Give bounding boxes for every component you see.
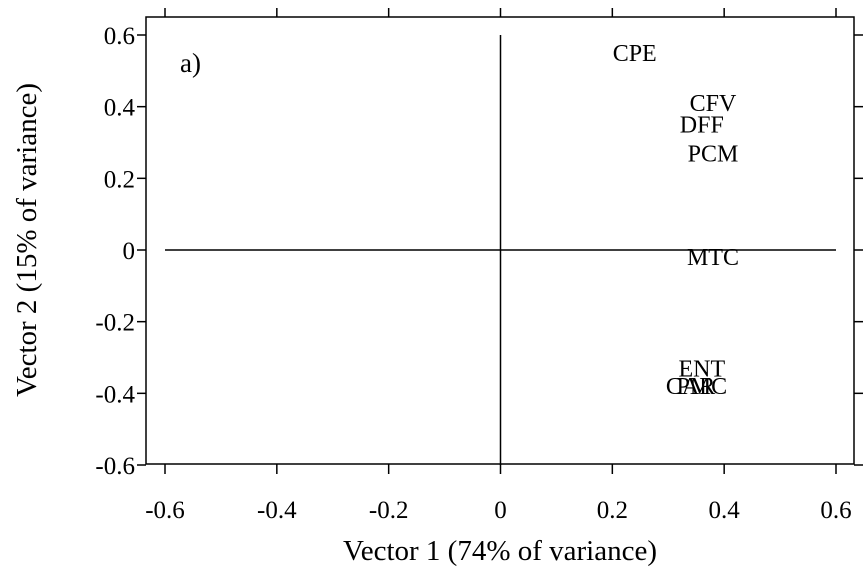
panel-label: a) [180, 48, 201, 78]
point-label-pmc: PMC [676, 374, 727, 400]
y-tick-label: 0 [123, 238, 136, 265]
y-tick-label: -0.6 [95, 453, 135, 480]
y-tick-label: 0.6 [104, 23, 135, 50]
point-label-mtc: MTC [687, 245, 739, 271]
x-axis-ticks: -0.6 -0.4 -0.2 0 0.2 0.4 0.6 [145, 8, 852, 524]
reference-lines [165, 35, 836, 465]
x-tick-label: -0.4 [257, 497, 297, 524]
x-tick-label: -0.2 [369, 497, 409, 524]
y-tick-label: 0.2 [104, 166, 135, 193]
point-label-cfv: CFV [690, 91, 737, 117]
point-label-car: CAR [666, 374, 715, 400]
point-label-ent: ENT [678, 356, 725, 382]
y-tick-label: -0.2 [95, 310, 135, 337]
x-tick-label: 0 [494, 497, 507, 524]
point-label-cpe: CPE [613, 41, 657, 67]
point-label-pcm: PCM [688, 141, 739, 167]
x-tick-label: 0.2 [597, 497, 628, 524]
x-tick-label: 0.4 [709, 497, 741, 524]
y-axis-ticks: -0.6 -0.4 -0.2 0 0.2 0.4 0.6 [95, 23, 863, 480]
y-tick-label: 0.4 [104, 95, 136, 122]
x-axis-title: Vector 1 (74% of variance) [343, 535, 657, 567]
x-tick-label: -0.6 [145, 497, 185, 524]
point-label-dff: DFF [680, 113, 724, 139]
y-axis-title: Vector 2 (15% of variance) [11, 83, 43, 397]
y-tick-label: -0.4 [95, 381, 135, 408]
x-tick-label: 0.6 [820, 497, 851, 524]
